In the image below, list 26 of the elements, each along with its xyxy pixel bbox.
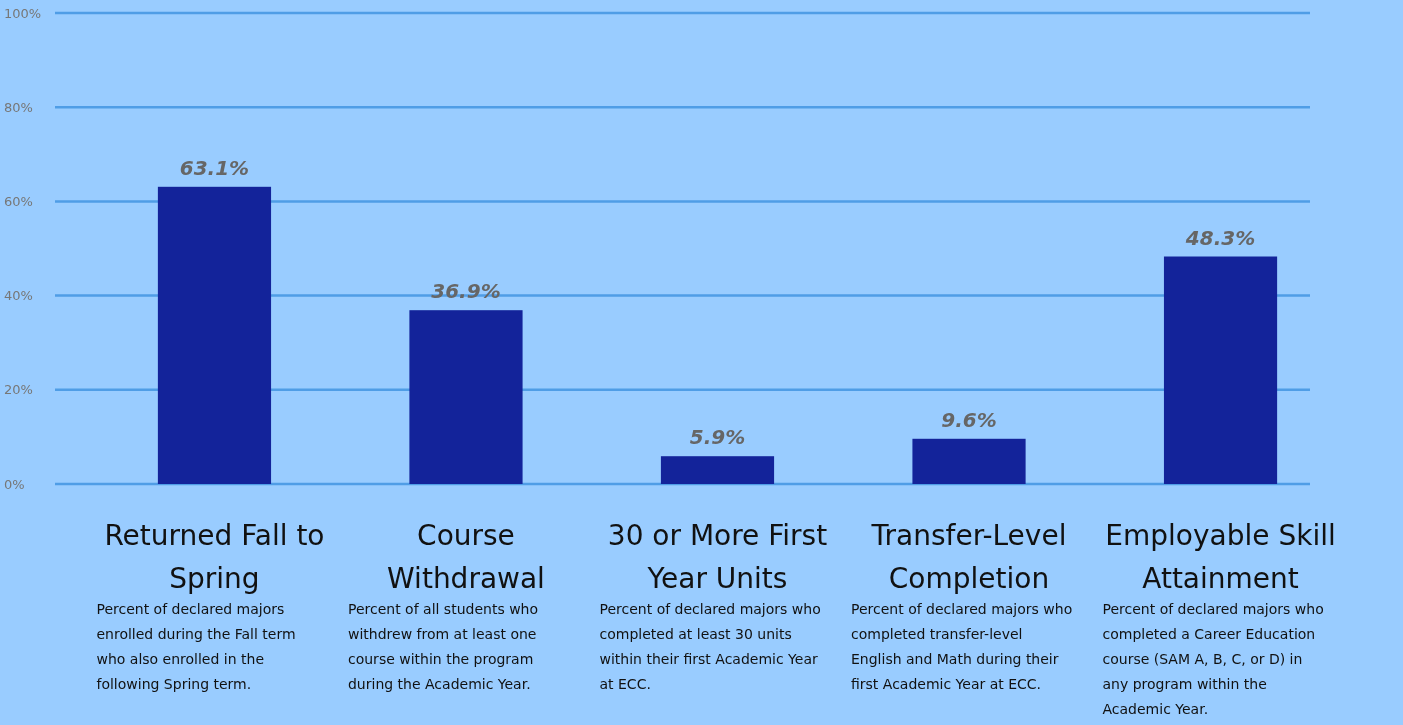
y-tick-label: 0% — [4, 476, 25, 492]
x-tick-label: Transfer-Level Completion — [870, 519, 1067, 595]
data-label: 5.9% — [689, 425, 746, 450]
text: Percent of declared majors enrolled during the Fall term who also enrolled in the following Spring term. — [96, 601, 296, 692]
text: Percent of all students who withdrew from at least one course within the program during the Academic Year. — [347, 601, 539, 692]
data-label: 9.6% — [941, 407, 997, 432]
text: Percent of declared majors who completed transfer-level English and Math during their first Academic Year at ECC. — [851, 601, 1073, 692]
y-tick-label: 60% — [4, 193, 33, 209]
bar — [1163, 256, 1278, 484]
x-tick-label: 30 or More First Year Units — [607, 519, 828, 595]
bar — [912, 438, 1026, 484]
x-tick-label: Course Withdrawal — [387, 519, 545, 595]
bar — [660, 456, 775, 484]
data-label: 63.1% — [179, 155, 250, 180]
data-label: 48.3% — [1184, 225, 1256, 250]
bar — [409, 310, 523, 484]
y-tick-label: 80% — [4, 99, 33, 115]
text: Percent of declared majors who completed at least 30 units within their first Academic Year at ECC. — [599, 601, 821, 692]
data-label: 36.9% — [431, 279, 501, 304]
x-tick-label: Employable Skill Attainment — [1105, 519, 1336, 595]
y-tick-label: 40% — [4, 288, 33, 304]
y-tick-label: 100% — [4, 5, 42, 21]
bar — [157, 186, 272, 484]
x-tick-label: Returned Fall to Spring — [104, 519, 325, 595]
text: Percent of declared majors who completed a Career Education course (SAM A, B, C, or D) in any program within the Academic Year. — [1102, 601, 1324, 717]
y-tick-label: 20% — [4, 382, 33, 398]
